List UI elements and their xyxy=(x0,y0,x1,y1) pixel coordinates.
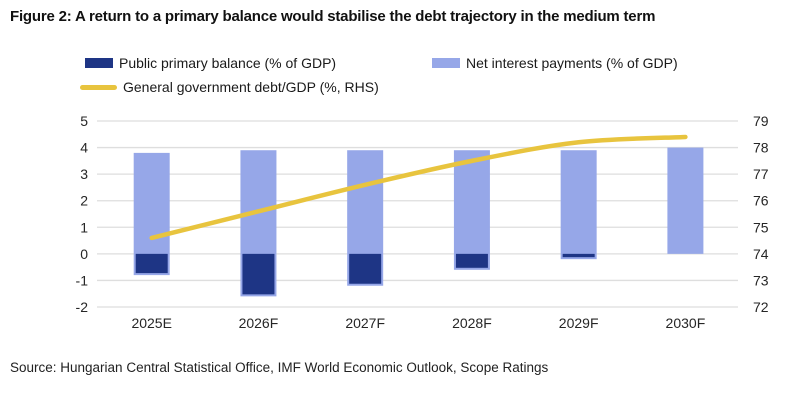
bar-primary-balance xyxy=(349,253,382,284)
debt-line xyxy=(149,134,688,241)
left-axis-tick-label: 2 xyxy=(80,193,88,209)
left-axis-tick-label: -1 xyxy=(76,272,89,288)
legend-label-net-interest: Net interest payments (% of GDP) xyxy=(466,55,678,71)
combo-chart: 5 4 3 2 1 0 -1 -2 79 78 77 76 75 74 73 72 2025E 2026F 2027… xyxy=(76,113,769,331)
left-axis-tick-label: 1 xyxy=(80,219,88,235)
x-axis-category-label: 2029F xyxy=(559,315,599,331)
right-axis-tick-label: 74 xyxy=(753,246,769,262)
right-axis-tick-label: 76 xyxy=(753,193,769,209)
bar-primary-balance xyxy=(455,253,488,268)
legend-item-net-interest: Net interest payments (% of GDP) xyxy=(432,55,678,71)
right-axis-tick-label: 73 xyxy=(753,272,769,288)
right-axis-tick-label: 79 xyxy=(753,113,769,129)
left-axis-tick-label: 4 xyxy=(80,140,88,156)
bar-net-interest xyxy=(560,150,597,260)
legend-item-debt-line: General government debt/GDP (%, RHS) xyxy=(80,79,379,95)
net-interest-swatch-icon xyxy=(432,58,460,68)
bar-primary-balance xyxy=(135,253,168,274)
x-axis-category-label: 2026F xyxy=(239,315,279,331)
legend-label-debt-line: General government debt/GDP (%, RHS) xyxy=(123,79,379,95)
x-axis-category-label: 2028F xyxy=(452,315,492,331)
bar-primary-balance xyxy=(242,253,275,295)
right-axis-tick-label: 77 xyxy=(753,166,769,182)
x-axis-category-label: 2030F xyxy=(666,315,706,331)
right-axis-tick-label: 78 xyxy=(753,140,769,156)
left-axis-tick-label: 0 xyxy=(80,246,88,262)
bar-net-interest xyxy=(667,147,704,254)
right-axis-tick-label: 72 xyxy=(753,299,769,315)
left-axis-tick-label: 5 xyxy=(80,113,88,129)
left-axis-tick-label: -2 xyxy=(76,299,89,315)
debt-line-swatch-icon xyxy=(80,84,117,90)
right-axis-tick-label: 75 xyxy=(753,219,769,235)
x-axis-category-label: 2027F xyxy=(345,315,385,331)
legend-item-primary-balance: Public primary balance (% of GDP) xyxy=(85,55,336,71)
bar-primary-balance xyxy=(562,253,595,258)
left-axis-tick-label: 3 xyxy=(80,166,88,182)
chart-title: Figure 2: A return to a primary balance … xyxy=(10,8,656,25)
legend-label-primary-balance: Public primary balance (% of GDP) xyxy=(119,55,337,71)
source-note: Source: Hungarian Central Statistical Of… xyxy=(10,360,549,375)
primary-balance-swatch-icon xyxy=(85,58,113,68)
bar-net-interest xyxy=(453,150,490,270)
x-axis-category-label: 2025E xyxy=(131,315,171,331)
